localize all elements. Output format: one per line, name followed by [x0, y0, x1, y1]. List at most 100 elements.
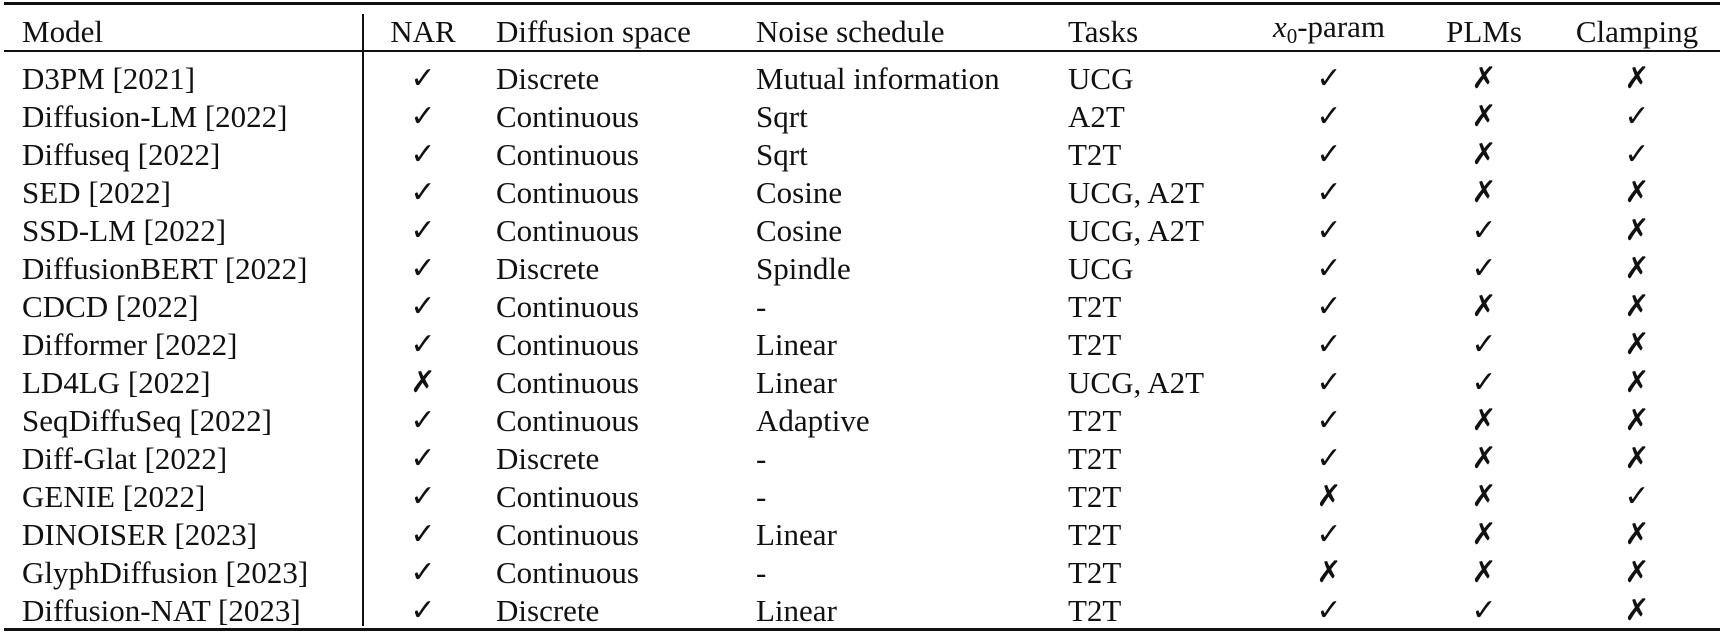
cell-noise-schedule: Linear: [756, 593, 837, 628]
cell-clamping-mark: ✓: [1624, 99, 1650, 134]
cell-model: Diffuseq [2022]: [22, 137, 221, 172]
cell-x0-param-mark: ✓: [1316, 365, 1342, 400]
cell-noise-schedule: Linear: [756, 365, 837, 400]
cell-nar-mark: ✓: [410, 213, 436, 248]
cell-clamping-mark: ✗: [1624, 517, 1650, 552]
cell-model: LD4LG [2022]: [22, 365, 211, 400]
cell-model: SSD-LM [2022]: [22, 213, 227, 248]
table-row: CDCD [2022] ✓ Continuous - T2T ✓ ✗ ✗: [0, 288, 1724, 326]
cell-tasks: UCG: [1068, 61, 1134, 96]
cell-noise-schedule: Adaptive: [756, 403, 870, 438]
cell-noise-schedule: Sqrt: [756, 137, 808, 172]
cell-nar-mark: ✓: [410, 517, 436, 552]
cell-nar-mark: ✓: [410, 479, 436, 514]
cell-plms-mark: ✗: [1471, 175, 1497, 210]
cell-diffusion-space: Continuous: [496, 289, 639, 324]
table-row: LD4LG [2022] ✗ Continuous Linear UCG, A2…: [0, 364, 1724, 402]
cell-x0-param-mark: ✓: [1316, 137, 1342, 172]
cell-tasks: T2T: [1068, 289, 1122, 324]
cell-model: GENIE [2022]: [22, 479, 206, 514]
cell-plms-mark: ✓: [1471, 213, 1497, 248]
cell-diffusion-space: Continuous: [496, 517, 639, 552]
cell-tasks: T2T: [1068, 441, 1122, 476]
cell-plms-mark: ✗: [1471, 517, 1497, 552]
cell-noise-schedule: Linear: [756, 517, 837, 552]
cell-nar-mark: ✓: [410, 593, 436, 628]
table-row: Diffuseq [2022] ✓ Continuous Sqrt T2T ✓ …: [0, 136, 1724, 174]
cell-plms-mark: ✗: [1471, 441, 1497, 476]
cell-diffusion-space: Continuous: [496, 175, 639, 210]
table-row: DINOISER [2023] ✓ Continuous Linear T2T …: [0, 516, 1724, 554]
cell-tasks: T2T: [1068, 517, 1122, 552]
cell-plms-mark: ✗: [1471, 479, 1497, 514]
cell-clamping-mark: ✗: [1624, 327, 1650, 362]
cell-clamping-mark: ✗: [1624, 555, 1650, 590]
header-row: Model NAR Diffusion space Noise schedule…: [0, 8, 1724, 55]
cell-clamping-mark: ✗: [1624, 403, 1650, 438]
cell-diffusion-space: Continuous: [496, 365, 639, 400]
cell-model: DiffusionBERT [2022]: [22, 251, 308, 286]
cell-noise-schedule: Cosine: [756, 175, 843, 210]
cell-x0-param-mark: ✓: [1316, 289, 1342, 324]
cell-diffusion-space: Continuous: [496, 403, 639, 438]
cell-x0-param-mark: ✓: [1316, 517, 1342, 552]
cell-x0-param-mark: ✓: [1316, 593, 1342, 628]
cell-nar-mark: ✓: [410, 61, 436, 96]
cell-tasks: T2T: [1068, 137, 1122, 172]
cell-model: SED [2022]: [22, 175, 171, 210]
header-clamping: Clamping: [1575, 13, 1699, 49]
header-x0-param: x0-param: [1240, 8, 1418, 55]
cell-clamping-mark: ✓: [1624, 137, 1650, 172]
cell-tasks: A2T: [1068, 99, 1125, 134]
cell-noise-schedule: -: [756, 289, 767, 324]
cell-plms-mark: ✓: [1471, 251, 1497, 286]
cell-nar-mark: ✓: [410, 555, 436, 590]
cell-model: GlyphDiffusion [2023]: [22, 555, 309, 590]
table-row: SeqDiffuSeq [2022] ✓ Continuous Adaptive…: [0, 402, 1724, 440]
cell-plms-mark: ✗: [1471, 403, 1497, 438]
cell-model: Diff-Glat [2022]: [22, 441, 228, 476]
cell-diffusion-space: Continuous: [496, 213, 639, 248]
cell-nar-mark: ✓: [410, 175, 436, 210]
cell-plms-mark: ✓: [1471, 365, 1497, 400]
cell-plms-mark: ✗: [1471, 289, 1497, 324]
cell-tasks: T2T: [1068, 327, 1122, 362]
table-row: Diffusion-LM [2022] ✓ Continuous Sqrt A2…: [0, 98, 1724, 136]
cell-nar-mark: ✓: [410, 327, 436, 362]
cell-diffusion-space: Continuous: [496, 327, 639, 362]
cell-diffusion-space: Discrete: [496, 251, 600, 286]
cell-x0-param-mark: ✓: [1316, 327, 1342, 362]
cell-noise-schedule: -: [756, 441, 767, 476]
cell-tasks: UCG, A2T: [1068, 365, 1205, 400]
header-noise-schedule: Noise schedule: [756, 13, 945, 49]
cell-model: CDCD [2022]: [22, 289, 199, 324]
header-nar: NAR: [390, 13, 456, 49]
model-column-separator: [362, 14, 364, 626]
cell-noise-schedule: Cosine: [756, 213, 843, 248]
cell-clamping-mark: ✗: [1624, 251, 1650, 286]
cell-nar-mark: ✗: [410, 365, 436, 400]
header-diffusion-space: Diffusion space: [496, 13, 691, 49]
cell-model: Diffusion-LM [2022]: [22, 99, 288, 134]
table-row: SED [2022] ✓ Continuous Cosine UCG, A2T …: [0, 174, 1724, 212]
top-rule: [4, 2, 1720, 5]
cell-x0-param-mark: ✓: [1316, 61, 1342, 96]
cell-noise-schedule: -: [756, 555, 767, 590]
x0-variable: x: [1272, 9, 1287, 44]
cell-model: SeqDiffuSeq [2022]: [22, 403, 272, 438]
cell-plms-mark: ✗: [1471, 99, 1497, 134]
table-row: D3PM [2021] ✓ Discrete Mutual informatio…: [0, 55, 1724, 98]
cell-diffusion-space: Discrete: [496, 441, 600, 476]
cell-x0-param-mark: ✓: [1316, 175, 1342, 210]
header-plms: PLMs: [1446, 13, 1522, 49]
cell-plms-mark: ✗: [1471, 555, 1497, 590]
cell-tasks: T2T: [1068, 403, 1122, 438]
header-rule: [4, 50, 1720, 52]
table-row: Diffusion-NAT [2023] ✓ Discrete Linear T…: [0, 592, 1724, 630]
cell-model: D3PM [2021]: [22, 61, 196, 96]
cell-model: Difformer [2022]: [22, 327, 238, 362]
table-row: Difformer [2022] ✓ Continuous Linear T2T…: [0, 326, 1724, 364]
cell-x0-param-mark: ✗: [1316, 555, 1342, 590]
cell-diffusion-space: Discrete: [496, 61, 600, 96]
